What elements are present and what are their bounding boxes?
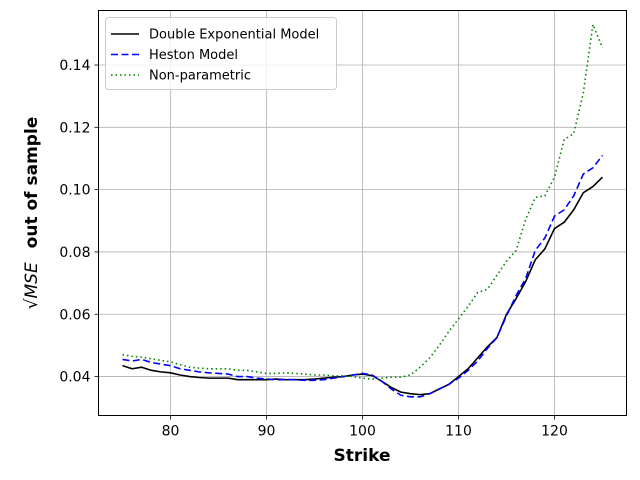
y-tick-label: 0.12: [59, 120, 90, 136]
y-tick-label: 0.08: [59, 245, 90, 261]
series-line-1: [122, 154, 604, 398]
legend-box: [105, 17, 337, 90]
grid: [98, 10, 627, 416]
x-axis-ticks: 80 90 100 110 120: [162, 415, 568, 440]
series-line-2: [122, 23, 604, 380]
legend-label: Heston Model: [149, 48, 238, 63]
y-axis-label: √MSE out of sample: [22, 117, 42, 310]
y-tick-label: 0.14: [59, 58, 90, 74]
y-tick-label: 0.06: [59, 307, 90, 323]
svg-text:√MSE out of sample: √MSE out of sample: [22, 117, 42, 310]
legend-label: Double Exponential Model: [149, 28, 319, 43]
x-tick-label: 110: [445, 424, 472, 440]
x-tick-label: 90: [258, 424, 276, 440]
legend: Double Exponential Model Heston Model Non-…: [105, 17, 337, 90]
x-tick-label: 100: [349, 424, 376, 440]
y-axis-label-sqrt: √MSE: [22, 262, 42, 309]
y-axis-label-text: out of sample: [22, 117, 42, 249]
y-axis-ticks: 0.04 0.06 0.08 0.10 0.12 0.14: [59, 58, 99, 386]
x-tick-label: 80: [162, 424, 180, 440]
series-lines: [122, 23, 604, 398]
y-tick-label: 0.04: [59, 370, 90, 386]
y-tick-label: 0.10: [59, 183, 90, 199]
x-axis-label: Strike: [334, 446, 391, 466]
x-tick-label: 120: [541, 424, 568, 440]
legend-label: Non-parametric: [149, 69, 251, 84]
